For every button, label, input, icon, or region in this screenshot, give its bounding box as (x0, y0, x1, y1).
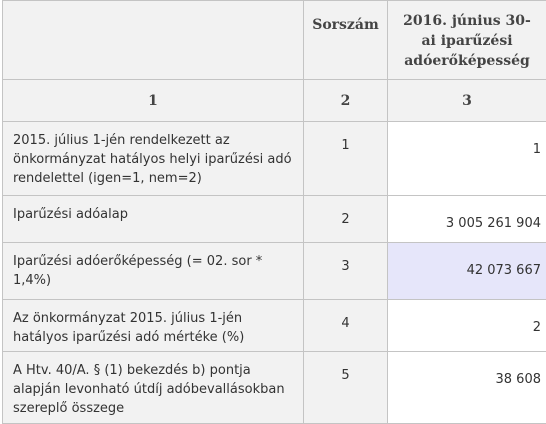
row-value-highlighted[interactable]: 42 073 667 (388, 243, 546, 300)
row-label: A Htv. 40/A. § (1) bekezdés b) pontja al… (3, 352, 304, 424)
header-cell-label (3, 1, 304, 80)
table-row: 2015. július 1-jén rendelkezett az önkor… (3, 122, 546, 196)
header-cell-capacity: 2016. június 30-ai iparűzési adóerőképes… (388, 1, 546, 80)
row-value[interactable]: 3 005 261 904 (388, 196, 546, 243)
row-serial: 1 (304, 122, 388, 196)
table-row: Iparűzési adóerőképesség (= 02. sor * 1,… (3, 243, 546, 300)
header-cell-serial: Sorszám (304, 1, 388, 80)
column-number-3: 3 (388, 80, 546, 122)
table-row: A Htv. 40/A. § (1) bekezdés b) pontja al… (3, 352, 546, 424)
header-row: Sorszám 2016. június 30-ai iparűzési adó… (3, 1, 546, 80)
header-capacity-text: 2016. június 30-ai iparűzési adóerőképes… (388, 11, 546, 71)
table-row: Az önkormányzat 2015. július 1-jén hatál… (3, 300, 546, 352)
row-serial: 2 (304, 196, 388, 243)
row-label: Az önkormányzat 2015. július 1-jén hatál… (3, 300, 304, 352)
row-serial: 3 (304, 243, 388, 300)
row-label: 2015. július 1-jén rendelkezett az önkor… (3, 122, 304, 196)
row-label: Iparűzési adóerőképesség (= 02. sor * 1,… (3, 243, 304, 300)
row-serial: 5 (304, 352, 388, 424)
column-number-2: 2 (304, 80, 388, 122)
table-row: Iparűzési adóalap 2 3 005 261 904 (3, 196, 546, 243)
row-value[interactable]: 1 (388, 122, 546, 196)
row-serial: 4 (304, 300, 388, 352)
row-label: Iparűzési adóalap (3, 196, 304, 243)
row-value[interactable]: 2 (388, 300, 546, 352)
column-number-1: 1 (3, 80, 304, 122)
column-number-row: 1 2 3 (3, 80, 546, 122)
row-value[interactable]: 38 608 (388, 352, 546, 424)
